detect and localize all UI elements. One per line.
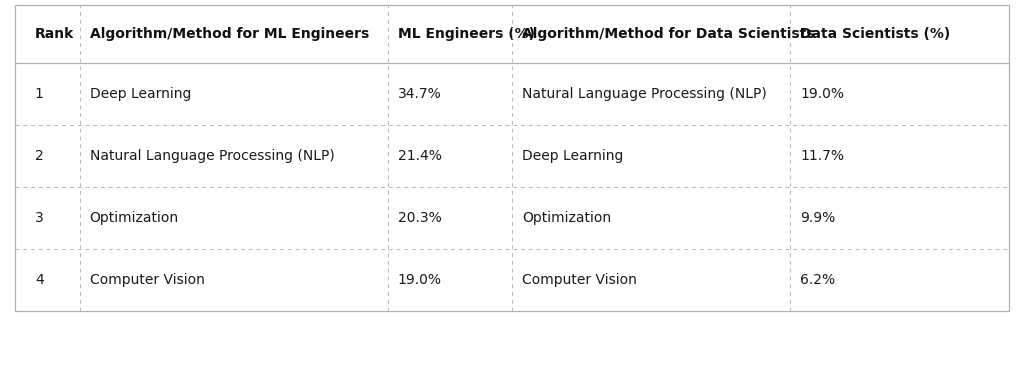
Bar — [15, 5, 1009, 63]
Text: Algorithm/Method for Data Scientists: Algorithm/Method for Data Scientists — [522, 27, 814, 41]
Bar — [15, 63, 1009, 125]
Text: 34.7%: 34.7% — [397, 87, 441, 101]
Text: 1: 1 — [35, 87, 44, 101]
Text: 20.3%: 20.3% — [397, 211, 441, 225]
Text: Data Scientists (%): Data Scientists (%) — [801, 27, 950, 41]
Text: 2: 2 — [35, 149, 44, 163]
Bar — [15, 249, 1009, 311]
Text: Computer Vision: Computer Vision — [522, 273, 637, 287]
Text: Natural Language Processing (NLP): Natural Language Processing (NLP) — [522, 87, 767, 101]
Bar — [15, 5, 1009, 311]
Bar — [15, 187, 1009, 249]
Text: Algorithm/Method for ML Engineers: Algorithm/Method for ML Engineers — [89, 27, 369, 41]
Text: 9.9%: 9.9% — [801, 211, 836, 225]
Text: ML Engineers (%): ML Engineers (%) — [397, 27, 535, 41]
Text: Natural Language Processing (NLP): Natural Language Processing (NLP) — [89, 149, 334, 163]
Text: Rank: Rank — [35, 27, 74, 41]
Text: 3: 3 — [35, 211, 44, 225]
Text: 4: 4 — [35, 273, 44, 287]
Text: 19.0%: 19.0% — [801, 87, 844, 101]
Text: 6.2%: 6.2% — [801, 273, 836, 287]
Text: Deep Learning: Deep Learning — [522, 149, 624, 163]
Text: Computer Vision: Computer Vision — [89, 273, 205, 287]
Bar — [15, 125, 1009, 187]
Text: Optimization: Optimization — [89, 211, 178, 225]
Text: Optimization: Optimization — [522, 211, 611, 225]
Text: 19.0%: 19.0% — [397, 273, 441, 287]
Text: 21.4%: 21.4% — [397, 149, 441, 163]
Text: Deep Learning: Deep Learning — [89, 87, 190, 101]
Text: 11.7%: 11.7% — [801, 149, 844, 163]
